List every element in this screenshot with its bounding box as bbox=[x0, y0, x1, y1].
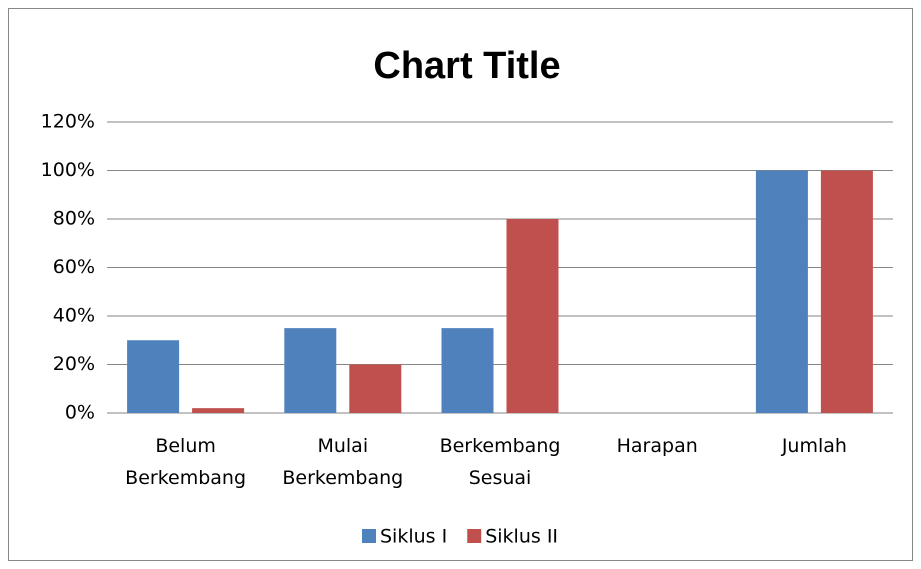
bar bbox=[192, 408, 245, 413]
x-tick-label-line: Berkembang bbox=[125, 467, 246, 489]
x-tick-label: Mulai Berkembang bbox=[282, 435, 403, 489]
chart-title: Chart Title bbox=[373, 45, 560, 87]
x-tick-label: Berkembang Sesuai bbox=[440, 435, 561, 489]
x-tick-label: Harapan bbox=[617, 435, 698, 457]
y-tick-label: 60% bbox=[53, 256, 95, 278]
legend-label: Siklus II bbox=[485, 526, 558, 548]
bar bbox=[284, 328, 337, 413]
y-tick-label: 0% bbox=[65, 402, 95, 424]
bar bbox=[127, 340, 180, 413]
x-tick-label-line: Sesuai bbox=[469, 467, 532, 489]
y-tick-label: 80% bbox=[53, 208, 95, 230]
x-tick-label-line: Mulai bbox=[317, 435, 368, 457]
y-tick-label: 20% bbox=[53, 353, 95, 375]
y-tick-label: 100% bbox=[41, 159, 95, 181]
x-tick-label-line: Berkembang bbox=[282, 467, 403, 489]
bar bbox=[820, 170, 873, 413]
x-tick-label: Belum Berkembang bbox=[125, 435, 246, 489]
y-tick-label: 120% bbox=[41, 111, 95, 133]
bar bbox=[441, 328, 494, 413]
bar bbox=[506, 219, 559, 413]
x-tick-label-line: Berkembang bbox=[440, 435, 561, 457]
bar bbox=[755, 170, 808, 413]
legend-label: Siklus I bbox=[380, 526, 447, 548]
x-tick-label-line: Jumlah bbox=[781, 435, 847, 457]
legend-swatch bbox=[362, 529, 376, 543]
x-tick-label: Jumlah bbox=[781, 435, 847, 457]
x-tick-label-line: Harapan bbox=[617, 435, 698, 457]
legend-swatch bbox=[467, 529, 482, 543]
bar bbox=[349, 364, 402, 413]
y-tick-label: 40% bbox=[53, 305, 95, 327]
x-tick-label-line: Belum bbox=[155, 435, 216, 457]
